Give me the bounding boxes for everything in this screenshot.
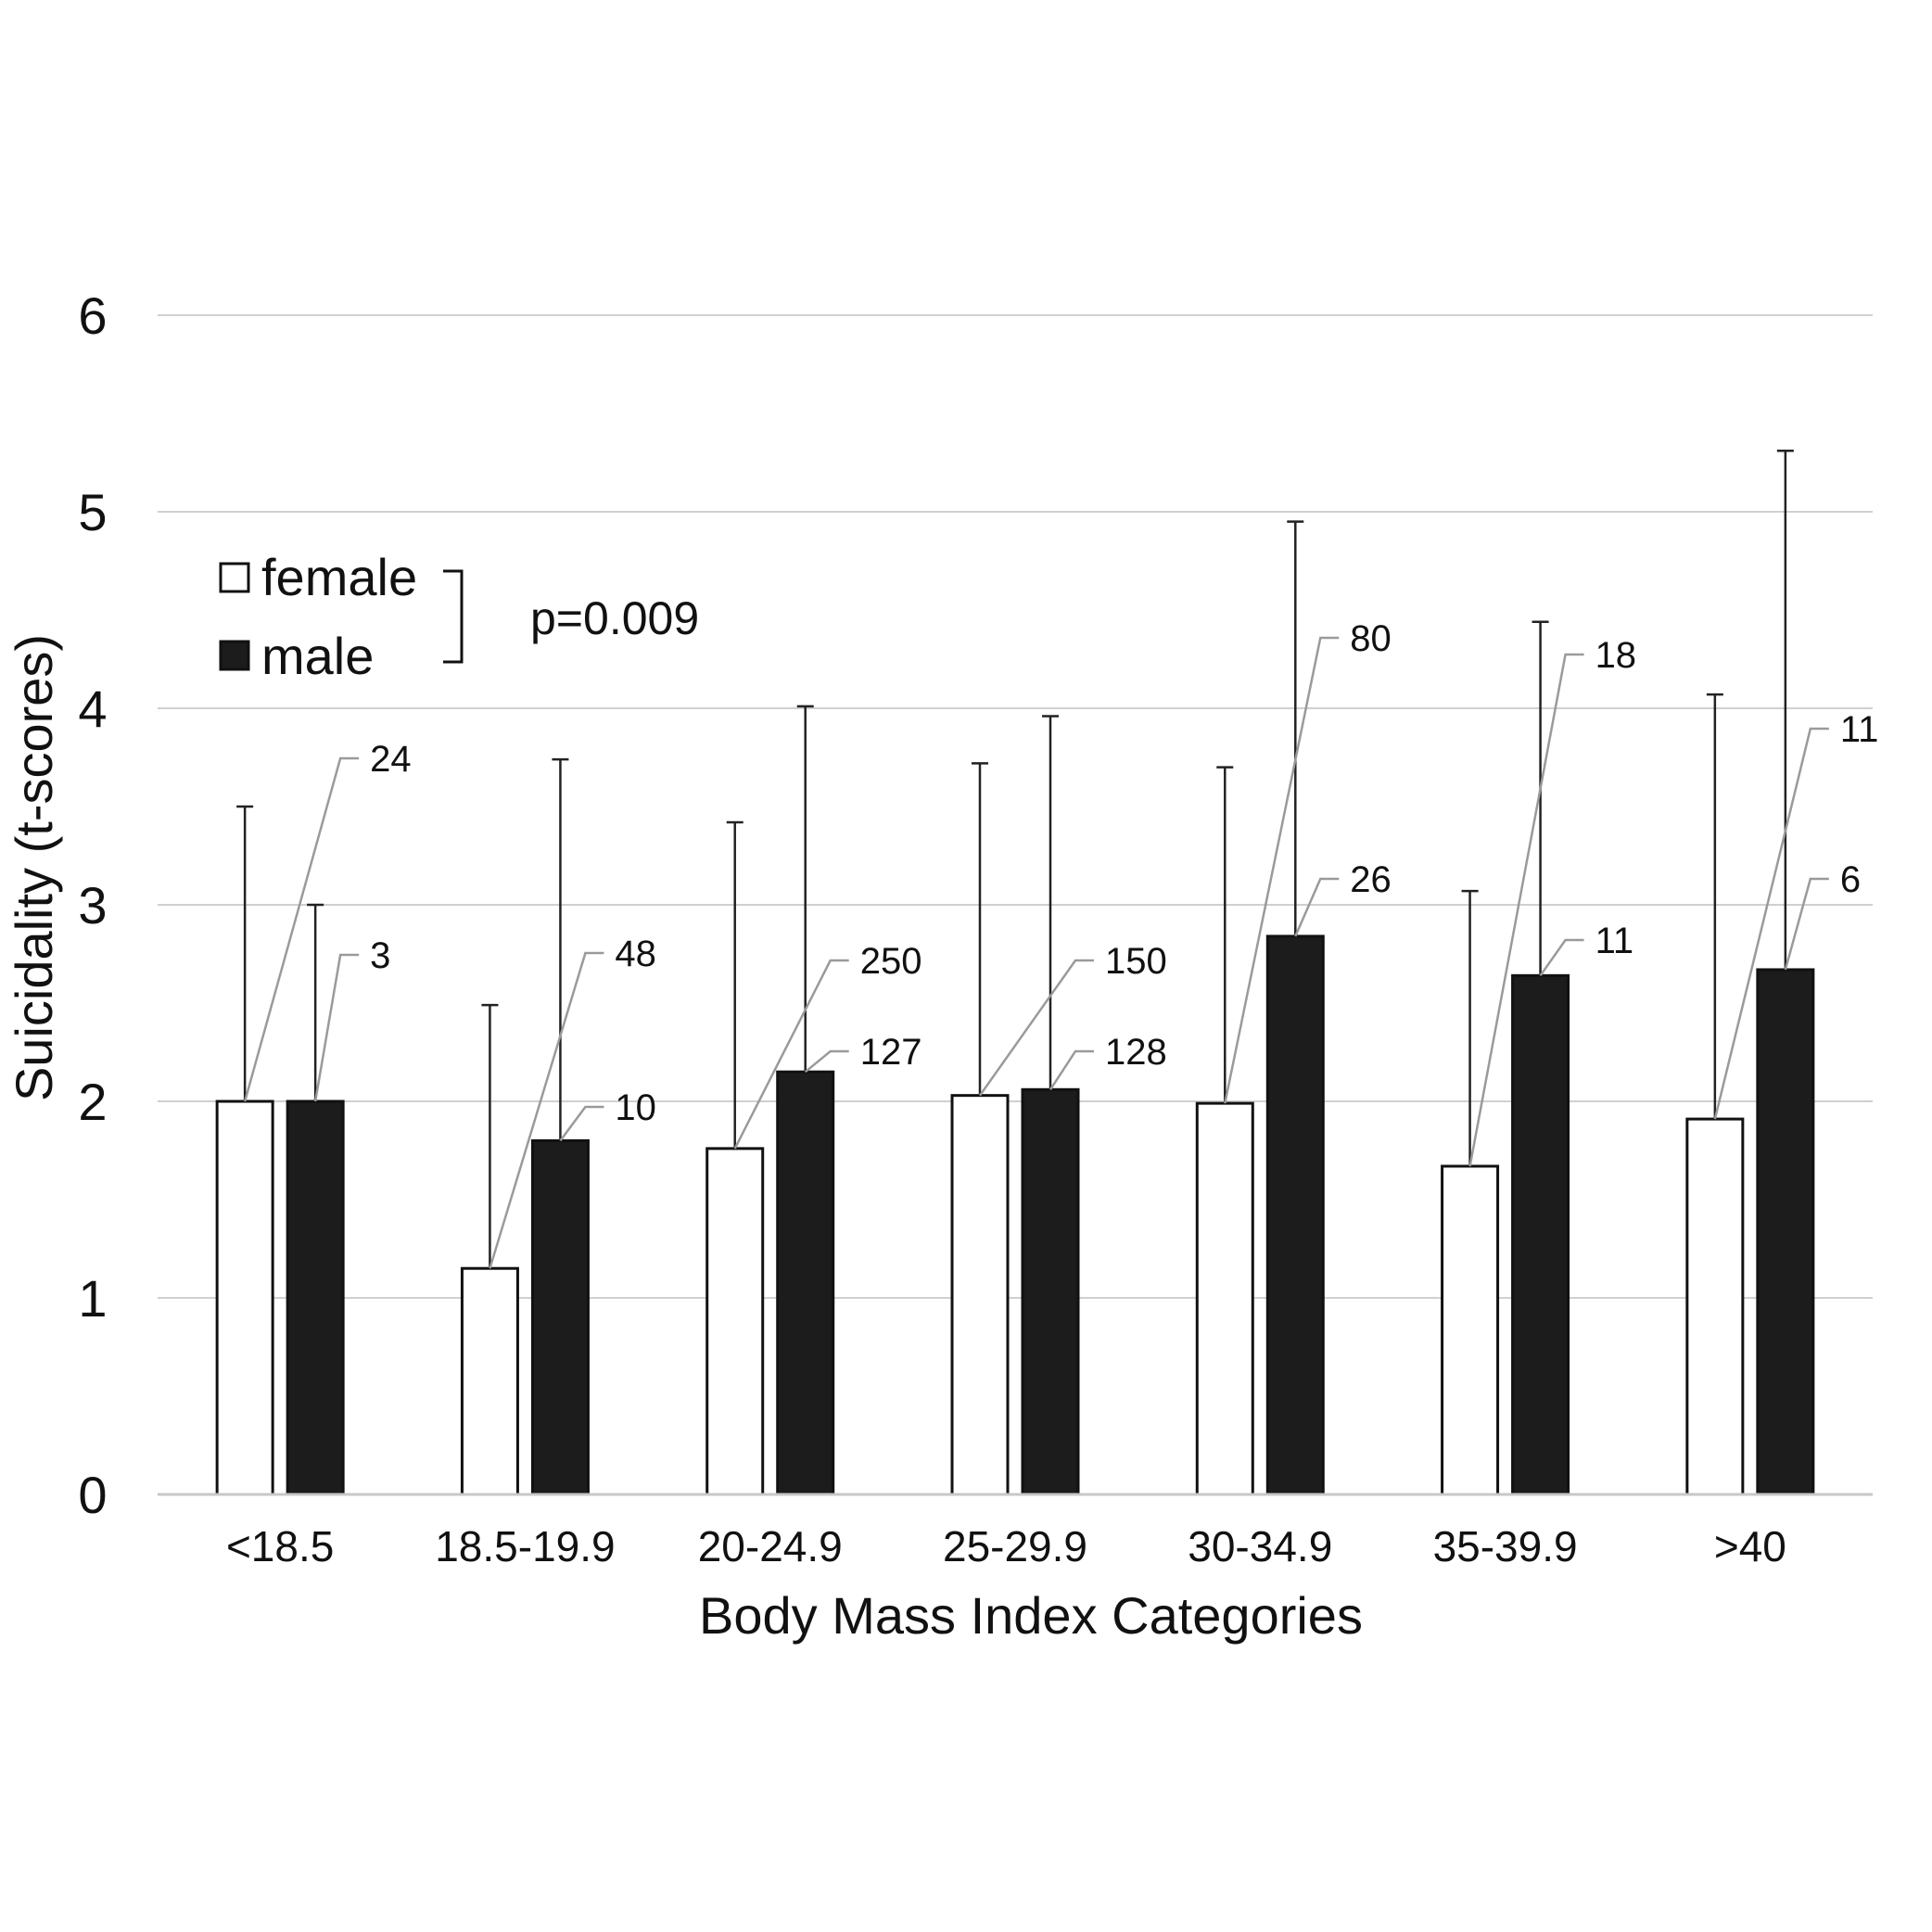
leader-line-female [1713,727,1829,1120]
sample-size-male: 3 [370,935,390,976]
sample-size-labels: 24 3 48 10 250 127 150 128 80 26 18 11 11 6 [243,618,1879,1269]
legend-swatch-female [219,562,250,593]
x-tick-label: 18.5-19.9 [435,1522,615,1570]
sample-size-female: 24 [370,739,412,780]
legend-label-male: male [261,627,374,685]
y-tick-label: 2 [78,1073,107,1131]
x-tick-label: <18.5 [226,1522,334,1570]
y-tick-label: 1 [78,1269,107,1328]
error-bars [236,450,1794,1269]
sample-size-female: 250 [860,941,922,982]
bar-male [286,1099,345,1496]
x-axis-categories: <18.5 18.5-19.9 20-24.9 25-29.9 30-34.9 35-39… [226,1522,1786,1570]
bar-male [1511,973,1570,1496]
legend-swatch-male [219,640,250,671]
p-value-annotation: p=0.009 [530,592,699,644]
bar-female [1195,1101,1254,1496]
bar-male [530,1138,590,1496]
y-tick-label: 4 [78,680,107,738]
leader-line-female [1224,636,1340,1104]
leader-line-male [559,1105,604,1142]
sample-size-male: 6 [1840,859,1861,900]
sample-size-male: 26 [1350,859,1392,900]
leader-line-male [804,1049,849,1074]
sample-size-female: 18 [1595,635,1637,676]
y-axis-ticks: 0 1 2 3 4 5 6 [78,286,107,1524]
x-tick-label: 30-34.9 [1188,1522,1332,1570]
leader-line-male [1294,877,1340,937]
sample-size-female: 150 [1105,941,1167,982]
x-tick-label: >40 [1714,1522,1786,1570]
sample-size-male: 10 [615,1087,656,1128]
y-tick-label: 6 [78,286,107,345]
bar-male [1021,1087,1080,1496]
bar-female [460,1266,519,1496]
x-tick-label: 25-29.9 [943,1522,1087,1570]
leader-line-male [1784,877,1829,971]
y-tick-label: 3 [78,876,107,934]
x-tick-label: 20-24.9 [698,1522,843,1570]
leader-line-male [1539,938,1584,977]
bars [215,934,1815,1496]
sample-size-female: 48 [615,934,656,974]
bar-female [215,1099,274,1496]
significance-bracket [443,569,464,664]
bar-male [776,1070,835,1496]
sample-size-male: 128 [1105,1032,1167,1073]
leader-line-female [489,951,604,1269]
y-tick-label: 5 [78,483,107,541]
gridlines [158,314,1873,1299]
bar-male [1756,968,1815,1496]
bar-female [705,1147,765,1496]
y-tick-label: 0 [78,1466,107,1524]
bar-female [1685,1117,1745,1496]
sample-size-male: 127 [860,1032,922,1073]
leader-line-female [243,756,360,1102]
leader-line-female [1468,653,1584,1167]
bar-male [1265,934,1325,1496]
x-tick-label: 35-39.9 [1433,1522,1578,1570]
leader-line-female [733,959,849,1150]
sample-size-male: 11 [1595,921,1634,961]
sample-size-female: 11 [1840,709,1879,750]
legend-label-female: female [261,548,417,606]
leader-line-female [978,959,1094,1097]
bar-female [950,1094,1010,1496]
leader-line-male [1049,1049,1094,1090]
sample-size-female: 80 [1350,618,1392,659]
x-axis-title: Body Mass Index Categories [699,1586,1363,1645]
legend: female male p=0.009 [219,548,699,685]
leader-line-male [313,953,360,1102]
y-axis-title: Suicidality (t-scores) [5,634,63,1101]
bar-female [1441,1164,1500,1496]
